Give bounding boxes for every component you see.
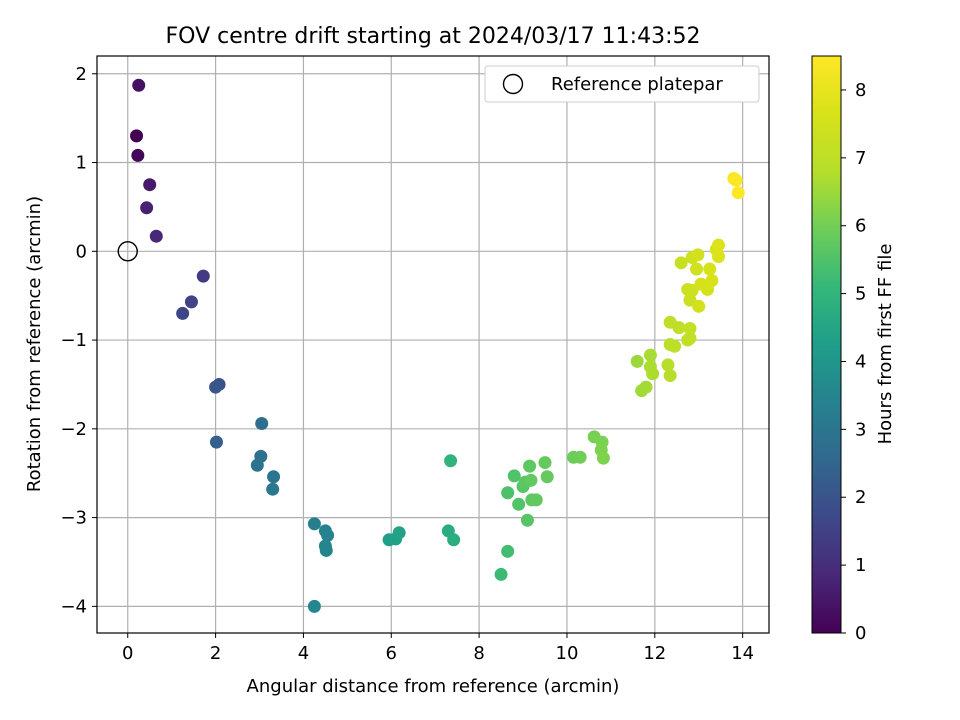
colorbar-tick-label: 2 [855, 487, 866, 508]
colorbar-tick-label: 3 [855, 419, 866, 440]
data-point [512, 497, 526, 511]
colorbar-tick-label: 6 [855, 216, 866, 237]
data-point [630, 354, 644, 368]
legend-label: Reference platepar [551, 74, 723, 95]
x-axis-ticks: 0 2 4 6 8 10 12 14 [122, 633, 754, 664]
data-point [524, 473, 538, 487]
colorbar-tick-label: 5 [855, 284, 866, 305]
data-point [573, 450, 587, 464]
data-point [690, 262, 704, 276]
data-point [661, 358, 675, 372]
y-tick-label: −3 [60, 508, 87, 529]
data-point [143, 178, 157, 192]
data-point [444, 454, 458, 468]
data-point [267, 470, 281, 484]
y-tick-label: −2 [60, 419, 87, 440]
data-point [711, 238, 725, 252]
colorbar-ticks: 0 1 2 3 4 5 6 7 8 [841, 80, 866, 644]
y-tick-label: 1 [76, 153, 87, 174]
legend: Reference platepar [484, 65, 760, 103]
gridlines [97, 56, 769, 633]
data-point [646, 367, 660, 381]
data-point [321, 528, 335, 542]
data-point [523, 459, 537, 473]
data-point [132, 78, 146, 92]
colorbar-tick-label: 8 [855, 80, 866, 101]
data-point [668, 339, 682, 353]
data-point [307, 517, 321, 531]
y-tick-label: 2 [76, 64, 87, 85]
data-point [507, 469, 521, 483]
data-point [494, 567, 508, 581]
data-point [529, 493, 543, 507]
data-point [663, 369, 677, 383]
data-point [643, 348, 657, 362]
data-point [540, 470, 554, 484]
data-point [711, 250, 725, 264]
data-point [501, 486, 515, 500]
x-tick-label: 6 [386, 643, 397, 664]
data-point [729, 173, 743, 187]
x-tick-label: 12 [643, 643, 666, 664]
x-tick-label: 8 [473, 643, 484, 664]
data-point [184, 295, 198, 309]
data-point [131, 148, 145, 162]
data-point [266, 482, 280, 496]
colorbar-tick-label: 1 [855, 555, 866, 576]
data-point [447, 533, 461, 547]
data-point [196, 269, 210, 283]
data-point [691, 248, 705, 262]
x-tick-label: 4 [298, 643, 309, 664]
data-point [683, 322, 697, 336]
data-point [319, 543, 333, 557]
plot-frame [96, 55, 770, 634]
data-point [140, 201, 154, 215]
x-axis-label: Angular distance from reference (arcmin) [247, 676, 620, 697]
data-point [307, 599, 321, 613]
legend-marker-icon [502, 73, 524, 95]
data-point [672, 321, 686, 335]
data-point [538, 456, 552, 470]
data-point [392, 526, 406, 540]
y-axis-ticks: −4 −3 −2 −1 0 1 2 [60, 64, 97, 617]
data-point [703, 262, 717, 276]
data-point [520, 513, 534, 527]
x-tick-label: 10 [556, 643, 579, 664]
data-point [209, 380, 223, 394]
reference-platepar-point [117, 241, 138, 262]
data-point [705, 274, 719, 288]
reference-marker [117, 241, 138, 262]
colorbar-label: Hours from first FF file [875, 244, 896, 445]
data-point [130, 129, 144, 143]
y-tick-label: −1 [60, 330, 87, 351]
chart-title: FOV centre drift starting at 2024/03/17 … [166, 24, 701, 49]
data-point [501, 544, 515, 558]
data-point [639, 380, 653, 394]
x-tick-label: 2 [210, 643, 221, 664]
data-point [255, 417, 269, 431]
colorbar-tick-label: 0 [855, 623, 866, 644]
data-point [596, 451, 610, 465]
y-tick-label: −4 [60, 596, 87, 617]
colorbar [811, 55, 842, 634]
data-point [731, 186, 745, 200]
colorbar-tick-label: 7 [855, 148, 866, 169]
data-point [250, 458, 264, 472]
y-axis-label: Rotation from reference (arcmin) [24, 196, 45, 492]
data-point [674, 256, 688, 270]
y-tick-label: 0 [76, 241, 87, 262]
data-point [149, 229, 163, 243]
data-point [692, 299, 706, 313]
colorbar-tick-label: 4 [855, 351, 866, 372]
data-point [176, 306, 190, 320]
data-point [209, 435, 223, 449]
scatter-points [130, 78, 745, 613]
x-tick-label: 14 [731, 643, 754, 664]
x-tick-label: 0 [122, 643, 133, 664]
legend-box [484, 65, 760, 103]
data-point [683, 331, 697, 345]
